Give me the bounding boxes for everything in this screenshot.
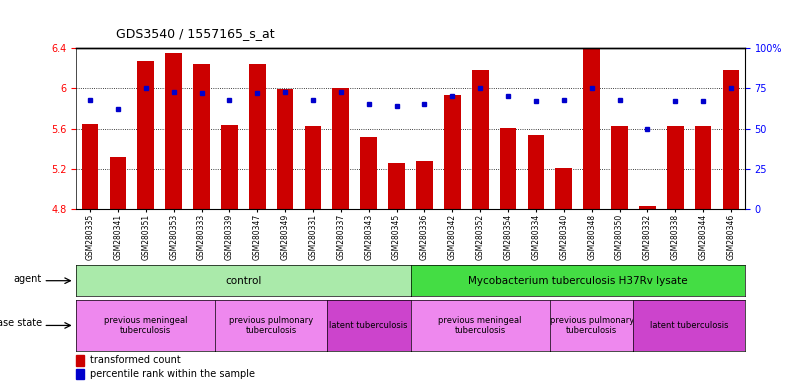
Bar xyxy=(472,70,489,209)
Bar xyxy=(193,64,210,209)
Bar xyxy=(611,126,628,209)
Bar xyxy=(723,70,739,209)
Bar xyxy=(639,206,656,209)
Text: GDS3540 / 1557165_s_at: GDS3540 / 1557165_s_at xyxy=(116,27,275,40)
Bar xyxy=(277,89,293,209)
Bar xyxy=(583,48,600,209)
Bar xyxy=(694,126,711,209)
Text: disease state: disease state xyxy=(0,318,42,328)
Bar xyxy=(555,168,572,209)
Bar xyxy=(138,61,154,209)
Text: latent tuberculosis: latent tuberculosis xyxy=(329,321,408,330)
Bar xyxy=(110,157,127,209)
Text: control: control xyxy=(225,276,261,286)
Text: previous pulmonary
tuberculosis: previous pulmonary tuberculosis xyxy=(549,316,634,335)
Bar xyxy=(667,126,683,209)
Text: previous meningeal
tuberculosis: previous meningeal tuberculosis xyxy=(104,316,187,335)
Bar xyxy=(249,64,266,209)
Bar xyxy=(332,88,349,209)
Bar xyxy=(221,124,238,209)
Bar xyxy=(528,135,545,209)
Text: agent: agent xyxy=(14,274,42,284)
Bar xyxy=(76,369,84,379)
Text: previous pulmonary
tuberculosis: previous pulmonary tuberculosis xyxy=(229,316,313,335)
Bar xyxy=(500,127,517,209)
Text: latent tuberculosis: latent tuberculosis xyxy=(650,321,728,330)
Bar xyxy=(165,53,182,209)
Text: transformed count: transformed count xyxy=(90,356,180,366)
Text: percentile rank within the sample: percentile rank within the sample xyxy=(90,369,255,379)
Bar xyxy=(416,161,433,209)
Bar xyxy=(360,137,377,209)
Text: Mycobacterium tuberculosis H37Rv lysate: Mycobacterium tuberculosis H37Rv lysate xyxy=(468,276,687,286)
Text: previous meningeal
tuberculosis: previous meningeal tuberculosis xyxy=(438,316,522,335)
Bar xyxy=(304,126,321,209)
Bar xyxy=(76,355,84,366)
Bar xyxy=(388,163,405,209)
Bar xyxy=(82,124,99,209)
Bar xyxy=(444,95,461,209)
